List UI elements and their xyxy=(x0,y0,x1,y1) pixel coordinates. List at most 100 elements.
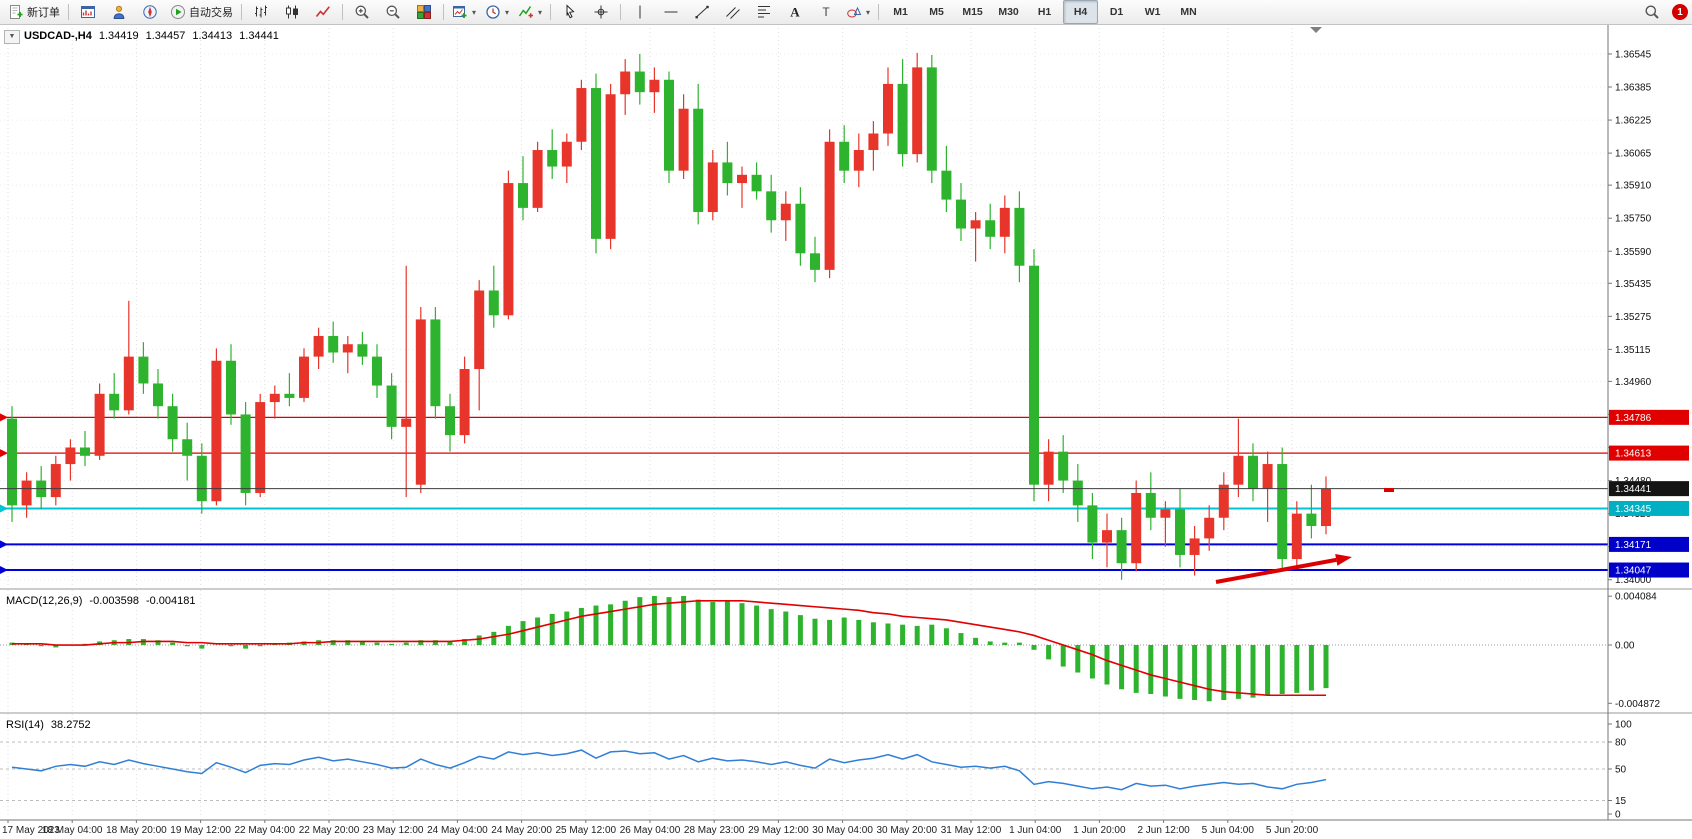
chevron-down-icon: ▾ xyxy=(505,7,510,17)
time-axis-label: 29 May 12:00 xyxy=(748,825,809,836)
market-watch-icon xyxy=(113,5,125,19)
equidistant-channel-button[interactable] xyxy=(718,0,748,24)
price-axis[interactable]: 1.36545 1.36385 1.36225 1.36065 1.35910 1.357… xyxy=(1608,49,1689,586)
new-order-button[interactable]: 新订单 xyxy=(4,0,64,24)
timeframe-mn-button[interactable]: MN xyxy=(1180,6,1197,18)
rsi-value: 38.2752 xyxy=(50,719,91,731)
shapes-button[interactable]: ▾ xyxy=(842,0,874,24)
time-axis-label: 23 May 12:00 xyxy=(363,825,424,836)
horizontal-line-button[interactable] xyxy=(656,0,686,24)
support-line-blue-2-badge-text: 1.34047 xyxy=(1615,566,1652,577)
search-button[interactable] xyxy=(1637,0,1667,24)
time-axis-label: 25 May 12:00 xyxy=(555,825,616,836)
new-order-icon xyxy=(10,5,23,19)
timeframe-m15-button[interactable]: M15 xyxy=(962,6,983,18)
support-line-blue-1-left-marker xyxy=(0,540,8,549)
candle-body xyxy=(766,191,777,221)
candle-body xyxy=(897,83,908,155)
vertical-line-button[interactable] xyxy=(625,0,655,24)
toolbar-separator xyxy=(620,4,622,20)
macd-value-1: -0.003598 xyxy=(89,595,139,607)
candle-body xyxy=(605,94,616,239)
timeframe-m1-button[interactable]: M1 xyxy=(893,6,908,18)
candle-body xyxy=(474,290,485,370)
zoom-in-button[interactable] xyxy=(347,0,377,24)
profiles-button[interactable]: ▾ xyxy=(481,0,513,24)
candle-body xyxy=(269,393,280,403)
candle-body xyxy=(1175,509,1185,555)
crosshair-button[interactable] xyxy=(586,0,616,24)
macd-axis-label: -0.004872 xyxy=(1615,699,1660,710)
zoom-out-button[interactable] xyxy=(378,0,408,24)
indicator-axis: 0.004084 0.00 -0.004872 100 80 50 15 0 xyxy=(1608,592,1660,821)
fibonacci-button[interactable] xyxy=(749,0,779,24)
candle-body xyxy=(868,133,879,151)
bar-chart-button[interactable] xyxy=(246,0,276,24)
candle-body xyxy=(386,385,397,427)
candle-body xyxy=(328,335,339,353)
candle-body xyxy=(488,290,499,316)
macd-signal-line xyxy=(12,599,1326,697)
candle-body xyxy=(912,67,923,155)
timeframe-m30-button[interactable]: M30 xyxy=(998,6,1019,18)
time-axis-label: 18 May 04:00 xyxy=(42,825,103,836)
trend-arrow-head xyxy=(1335,553,1352,566)
line-chart-button[interactable] xyxy=(308,0,338,24)
navigator-button[interactable] xyxy=(135,0,165,24)
candle-body xyxy=(1233,455,1244,485)
rsi-axis-label: 15 xyxy=(1615,796,1627,807)
shapes-icon xyxy=(847,6,862,18)
chart-window-button[interactable] xyxy=(73,0,103,24)
candle-body xyxy=(547,150,558,167)
candlestick-chart-button[interactable] xyxy=(277,0,307,24)
candle-body xyxy=(430,319,441,407)
tile-windows-button[interactable] xyxy=(409,0,439,24)
candle-body xyxy=(445,406,455,436)
candle-body xyxy=(1189,538,1200,555)
timeframe-h1-button[interactable]: H1 xyxy=(1037,6,1052,18)
text-button[interactable]: A xyxy=(780,0,810,24)
notification-badge[interactable]: 1 xyxy=(1672,4,1688,20)
time-axis-label: 5 Jun 20:00 xyxy=(1266,825,1319,836)
trend-arrow[interactable] xyxy=(1215,557,1337,584)
auto-trading-button[interactable]: 自动交易 xyxy=(166,0,237,24)
timeframe-d1-button[interactable]: D1 xyxy=(1109,6,1124,18)
timeframe-w1-button[interactable]: W1 xyxy=(1144,6,1161,18)
candle-body xyxy=(196,455,207,502)
candle-body xyxy=(1029,265,1039,485)
new-chart-button[interactable]: ▾ xyxy=(448,0,480,24)
price-axis-label: 1.35435 xyxy=(1615,279,1652,290)
candle-body xyxy=(7,418,17,506)
one-click-panel-toggle[interactable]: ▼ xyxy=(4,30,20,44)
candle-body xyxy=(1043,451,1054,485)
price-axis-label: 1.34960 xyxy=(1615,377,1652,388)
support-line-cyan-left-marker xyxy=(0,504,8,513)
text-label-button[interactable]: T xyxy=(811,0,841,24)
indicators-button[interactable]: ▾ xyxy=(514,0,546,24)
resistance-line-1-badge-text: 1.34786 xyxy=(1615,413,1652,424)
chart-symbol-period: USDCAD-,H4 xyxy=(24,30,92,42)
cursor-button[interactable] xyxy=(555,0,585,24)
time-axis-label: 30 May 04:00 xyxy=(812,825,873,836)
crosshair-icon xyxy=(594,5,608,19)
candle-body xyxy=(1277,464,1288,560)
rsi-axis-label: 80 xyxy=(1615,738,1627,749)
trendline-button[interactable] xyxy=(687,0,717,24)
candle-body xyxy=(240,414,251,493)
macd-panel xyxy=(0,595,1608,702)
chart-shift-marker[interactable] xyxy=(1310,27,1322,33)
auto-trading-icon xyxy=(171,5,185,19)
macd-axis-label: 0.00 xyxy=(1615,641,1635,652)
macd-value-2: -0.004181 xyxy=(145,595,196,607)
horizontal-lines-layer[interactable] xyxy=(0,413,1608,575)
timeframe-m5-button[interactable]: M5 xyxy=(929,6,944,18)
rsi-panel xyxy=(0,741,1608,801)
timeframe-h4-button[interactable]: H4 xyxy=(1063,0,1099,24)
market-watch-button[interactable] xyxy=(104,0,134,24)
candle-body xyxy=(226,360,236,415)
price-axis-label: 1.36225 xyxy=(1615,116,1652,127)
channel-icon xyxy=(726,7,740,19)
annotations-layer[interactable] xyxy=(1215,27,1394,584)
